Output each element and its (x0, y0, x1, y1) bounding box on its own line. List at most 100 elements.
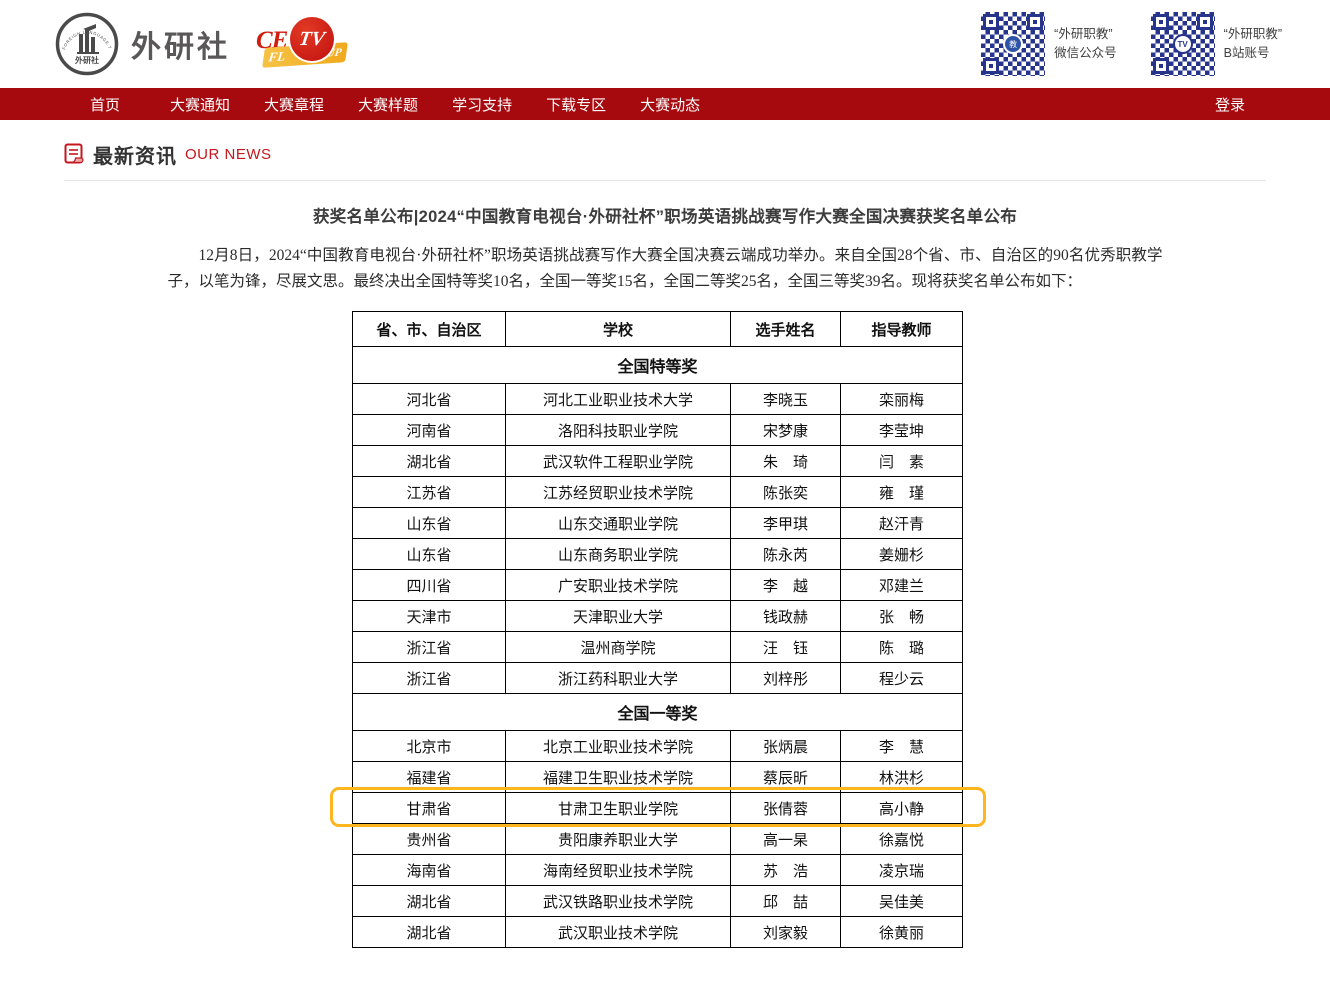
news-document-icon (64, 143, 84, 164)
col-header-region: 省、市、自治区 (352, 311, 506, 347)
cell-student: 钱政赫 (730, 600, 841, 632)
cell-region: 湖北省 (352, 916, 506, 948)
wechat-qr-code: 教 (979, 10, 1048, 78)
cell-teacher: 林洪杉 (840, 761, 963, 793)
cell-teacher: 徐嘉悦 (840, 823, 963, 855)
cell-student: 朱 琦 (730, 445, 841, 477)
main-nav: 首页 大赛通知 大赛章程 大赛样题 学习支持 下载专区 大赛动态 登录 (0, 88, 1330, 120)
svg-text:FOREIGN LANGUAGE TEACHING AND: FOREIGN LANGUAGE TEACHING AND RESEARCH (55, 12, 113, 50)
nav-item-home[interactable]: 首页 (90, 96, 121, 114)
cell-teacher: 徐黄丽 (840, 916, 963, 948)
table-row: 海南省 海南经贸职业技术学院 苏 浩 凌京瑞 (352, 854, 963, 886)
bilibili-qr-code: TV (1148, 10, 1217, 78)
nav-item-notice[interactable]: 大赛通知 (170, 96, 231, 114)
cetv-fltrp-cup-logo[interactable]: CE FL RP CUP TV (256, 9, 348, 79)
cell-school: 福建卫生职业技术学院 (505, 761, 731, 793)
cell-teacher: 栾丽梅 (840, 383, 963, 415)
table-row: 山东省 山东交通职业学院 李甲琪 赵汗青 (352, 507, 963, 539)
wechat-qr-logo-icon: 教 (1003, 34, 1024, 54)
brand-name: 外研社 (131, 31, 230, 64)
table-row: 浙江省 温州商学院 汪 钰 陈 璐 (352, 631, 963, 663)
table-row: 湖北省 武汉职业技术学院 刘家毅 徐黄丽 (352, 916, 963, 948)
table-row: 贵州省 贵阳康养职业大学 高一杲 徐嘉悦 (352, 823, 963, 855)
news-title-cn: 最新资讯 (93, 146, 177, 168)
cell-teacher: 赵汗青 (840, 507, 963, 539)
cell-school: 河北工业职业技术大学 (505, 383, 731, 415)
cell-teacher: 姜姗杉 (840, 538, 963, 570)
cell-teacher: 高小静 (840, 792, 963, 824)
bilibili-qr-label: “外研职教” B站账号 (1224, 25, 1282, 63)
table-row: 山东省 山东商务职业学院 陈永芮 姜姗杉 (352, 538, 963, 570)
cell-region: 四川省 (352, 569, 506, 601)
awards-table-wrap: 省、市、自治区 学校 选手姓名 指导教师 全国特等奖 河北省 河北工业职业技术大… (330, 311, 986, 948)
cell-region: 河北省 (352, 383, 506, 415)
cell-student: 李 越 (730, 569, 841, 601)
cell-teacher: 邓建兰 (840, 569, 963, 601)
cell-school: 山东商务职业学院 (505, 538, 731, 570)
table-row: 天津市 天津职业大学 钱政赫 张 畅 (352, 600, 963, 632)
table-header-row: 省、市、自治区 学校 选手姓名 指导教师 (352, 311, 963, 347)
wechat-qr-label: “外研职教” 微信公众号 (1054, 25, 1117, 63)
qr-code-group: 教 “外研职教” 微信公众号 TV “外研职教” B站账号 (979, 10, 1282, 78)
page-content: 最新资讯 OUR NEWS 获奖名单公布|2024“中国教育电视台·外研社杯”职… (0, 140, 1330, 948)
cell-teacher: 李莹坤 (840, 414, 963, 446)
cell-student: 张倩蓉 (730, 792, 841, 824)
cell-student: 李晓玉 (730, 383, 841, 415)
table-row: 四川省 广安职业技术学院 李 越 邓建兰 (352, 569, 963, 601)
col-header-teacher: 指导教师 (840, 311, 963, 347)
cell-student: 刘梓彤 (730, 662, 841, 694)
cell-region: 海南省 (352, 854, 506, 886)
section-row-special-prize: 全国特等奖 (352, 346, 963, 384)
nav-item-downloads[interactable]: 下载专区 (546, 96, 607, 114)
cell-student: 苏 浩 (730, 854, 841, 886)
table-row: 河南省 洛阳科技职业学院 宋梦康 李莹坤 (352, 414, 963, 446)
cell-student: 宋梦康 (730, 414, 841, 446)
table-row: 湖北省 武汉铁路职业技术学院 邱 喆 吴佳美 (352, 885, 963, 917)
cell-student: 蔡辰昕 (730, 761, 841, 793)
bilibili-qr-logo-icon: TV (1172, 34, 1193, 54)
cell-school: 洛阳科技职业学院 (505, 414, 731, 446)
cell-school: 海南经贸职业技术学院 (505, 854, 731, 886)
table-row: 福建省 福建卫生职业技术学院 蔡辰昕 林洪杉 (352, 761, 963, 793)
table-row-highlighted: 甘肃省 甘肃卫生职业学院 张倩蓉 高小静 (352, 792, 963, 824)
cell-student: 高一杲 (730, 823, 841, 855)
news-title-en: OUR NEWS (185, 146, 272, 163)
cell-school: 山东交通职业学院 (505, 507, 731, 539)
cell-school: 浙江药科职业大学 (505, 662, 731, 694)
cell-teacher: 程少云 (840, 662, 963, 694)
cell-school: 天津职业大学 (505, 600, 731, 632)
cell-region: 北京市 (352, 730, 506, 762)
news-section-header: 最新资讯 OUR NEWS (64, 140, 1266, 169)
cell-school: 温州商学院 (505, 631, 731, 663)
nav-item-news[interactable]: 大赛动态 (640, 96, 701, 114)
fltrp-fl-text: FL (267, 48, 287, 65)
cell-school: 武汉铁路职业技术学院 (505, 885, 731, 917)
cell-region: 贵州省 (352, 823, 506, 855)
col-header-student: 选手姓名 (730, 311, 841, 347)
section-divider (64, 180, 1266, 181)
cell-student: 邱 喆 (730, 885, 841, 917)
wechat-qr-label-line1: “外研职教” (1054, 27, 1113, 41)
nav-item-learning[interactable]: 学习支持 (452, 96, 513, 114)
cell-student: 李甲琪 (730, 507, 841, 539)
cell-student: 陈永芮 (730, 538, 841, 570)
nav-item-samples[interactable]: 大赛样题 (358, 96, 419, 114)
cell-region: 福建省 (352, 761, 506, 793)
awards-table: 省、市、自治区 学校 选手姓名 指导教师 全国特等奖 河北省 河北工业职业技术大… (352, 311, 963, 948)
cell-teacher: 张 畅 (840, 600, 963, 632)
cell-school: 甘肃卫生职业学院 (505, 792, 731, 824)
top-header: FOREIGN LANGUAGE TEACHING AND RESEARCH 外… (0, 0, 1330, 88)
cell-school: 贵阳康养职业大学 (505, 823, 731, 855)
cell-teacher: 雍 瑾 (840, 476, 963, 508)
nav-item-rules[interactable]: 大赛章程 (264, 96, 325, 114)
login-button[interactable]: 登录 (1214, 96, 1245, 114)
cell-region: 山东省 (352, 507, 506, 539)
cell-teacher: 陈 璐 (840, 631, 963, 663)
cell-teacher: 凌京瑞 (840, 854, 963, 886)
brand-logo[interactable]: FOREIGN LANGUAGE TEACHING AND RESEARCH 外… (55, 12, 230, 76)
cell-region: 天津市 (352, 600, 506, 632)
bilibili-qr-label-line2: B站账号 (1223, 46, 1270, 60)
cell-region: 浙江省 (352, 631, 506, 663)
table-row: 北京市 北京工业职业技术学院 张炳晨 李 慧 (352, 730, 963, 762)
cell-student: 汪 钰 (730, 631, 841, 663)
